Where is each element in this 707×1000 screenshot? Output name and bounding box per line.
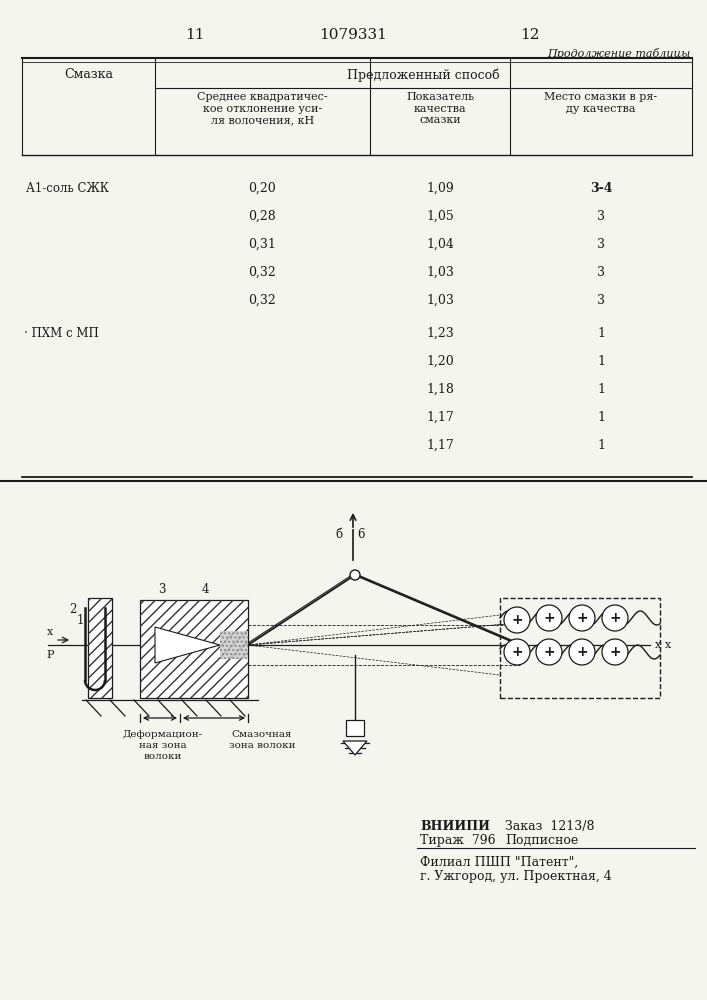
- Text: Заказ  1213/8: Заказ 1213/8: [505, 820, 595, 833]
- Text: 3: 3: [597, 266, 605, 279]
- Text: P: P: [46, 650, 54, 660]
- Polygon shape: [343, 741, 367, 755]
- Text: 3: 3: [597, 210, 605, 223]
- Text: 1,17: 1,17: [426, 411, 454, 424]
- Text: Среднее квадратичес-
кое отклонение уси-
ля волочения, кН: Среднее квадратичес- кое отклонение уси-…: [197, 92, 328, 125]
- Text: 3: 3: [597, 294, 605, 307]
- Text: 1,03: 1,03: [426, 294, 454, 307]
- Text: +: +: [609, 611, 621, 625]
- Text: 11: 11: [185, 28, 205, 42]
- Text: +: +: [543, 645, 555, 659]
- Text: 1: 1: [597, 439, 605, 452]
- Text: 0,31: 0,31: [249, 238, 276, 251]
- Text: +: +: [543, 611, 555, 625]
- Text: 1,04: 1,04: [426, 238, 454, 251]
- Text: Деформацион-: Деформацион-: [123, 730, 203, 739]
- Text: 1: 1: [597, 383, 605, 396]
- Circle shape: [504, 639, 530, 665]
- Bar: [140, 600, 248, 698]
- Circle shape: [504, 607, 530, 633]
- Text: Смазка: Смазка: [64, 68, 113, 82]
- Text: +: +: [511, 613, 522, 627]
- Text: 1: 1: [597, 327, 605, 340]
- Text: +: +: [609, 645, 621, 659]
- Bar: [140, 600, 248, 698]
- Text: x: x: [47, 627, 53, 637]
- Text: +: +: [576, 645, 588, 659]
- Circle shape: [536, 639, 562, 665]
- Circle shape: [569, 605, 595, 631]
- Circle shape: [602, 639, 628, 665]
- Bar: [220, 631, 248, 659]
- Text: 1: 1: [597, 411, 605, 424]
- Text: г. Ужгород, ул. Проектная, 4: г. Ужгород, ул. Проектная, 4: [420, 870, 612, 883]
- Text: 0,32: 0,32: [249, 294, 276, 307]
- Text: 0,28: 0,28: [249, 210, 276, 223]
- Text: Предложенный способ: Предложенный способ: [347, 68, 500, 82]
- Text: Тираж  796: Тираж 796: [420, 834, 496, 847]
- Text: ВНИИПИ: ВНИИПИ: [420, 820, 490, 833]
- Text: 6: 6: [357, 528, 365, 542]
- Text: Показатель
качества
смазки: Показатель качества смазки: [406, 92, 474, 125]
- Text: Филиал ПШП "Патент",: Филиал ПШП "Патент",: [420, 856, 578, 869]
- Text: 1,09: 1,09: [426, 182, 454, 195]
- Circle shape: [602, 605, 628, 631]
- Text: +: +: [576, 611, 588, 625]
- Text: 1,03: 1,03: [426, 266, 454, 279]
- Text: θ: θ: [174, 645, 180, 655]
- Text: Продолжение таблицы: Продолжение таблицы: [547, 48, 690, 59]
- Bar: [88, 598, 112, 698]
- Polygon shape: [155, 627, 220, 663]
- Circle shape: [569, 639, 595, 665]
- Text: Подписное: Подписное: [505, 834, 578, 847]
- Circle shape: [536, 605, 562, 631]
- Text: А1-соль СЖК: А1-соль СЖК: [26, 182, 109, 195]
- Text: 2: 2: [69, 603, 77, 616]
- Text: Место смазки в ря-
ду качества: Место смазки в ря- ду качества: [544, 92, 658, 114]
- Text: волоки: волоки: [144, 752, 182, 761]
- Text: 3: 3: [158, 583, 165, 596]
- Text: · ПХМ с МП: · ПХМ с МП: [24, 327, 99, 340]
- Text: 1,23: 1,23: [426, 327, 454, 340]
- Text: 0,32: 0,32: [249, 266, 276, 279]
- Text: Смазочная: Смазочная: [232, 730, 292, 739]
- Text: 1: 1: [597, 355, 605, 368]
- Text: 3-4: 3-4: [590, 182, 612, 195]
- Text: 1,18: 1,18: [426, 383, 454, 396]
- Text: x: x: [655, 640, 661, 650]
- Text: 1,20: 1,20: [426, 355, 454, 368]
- Text: 1: 1: [76, 614, 83, 627]
- Text: б: б: [336, 528, 343, 542]
- Text: x: x: [665, 640, 671, 650]
- Circle shape: [350, 570, 360, 580]
- Text: 4: 4: [201, 583, 209, 596]
- Text: +: +: [511, 645, 522, 659]
- Text: ная зона: ная зона: [139, 741, 187, 750]
- Bar: [88, 598, 112, 698]
- Bar: [346, 720, 364, 736]
- Text: 1,05: 1,05: [426, 210, 454, 223]
- Text: 1,17: 1,17: [426, 439, 454, 452]
- Text: зона волоки: зона волоки: [229, 741, 296, 750]
- Text: 12: 12: [520, 28, 539, 42]
- Text: 3: 3: [597, 238, 605, 251]
- Text: 0,20: 0,20: [249, 182, 276, 195]
- Bar: [500, 598, 660, 698]
- Text: 1079331: 1079331: [319, 28, 387, 42]
